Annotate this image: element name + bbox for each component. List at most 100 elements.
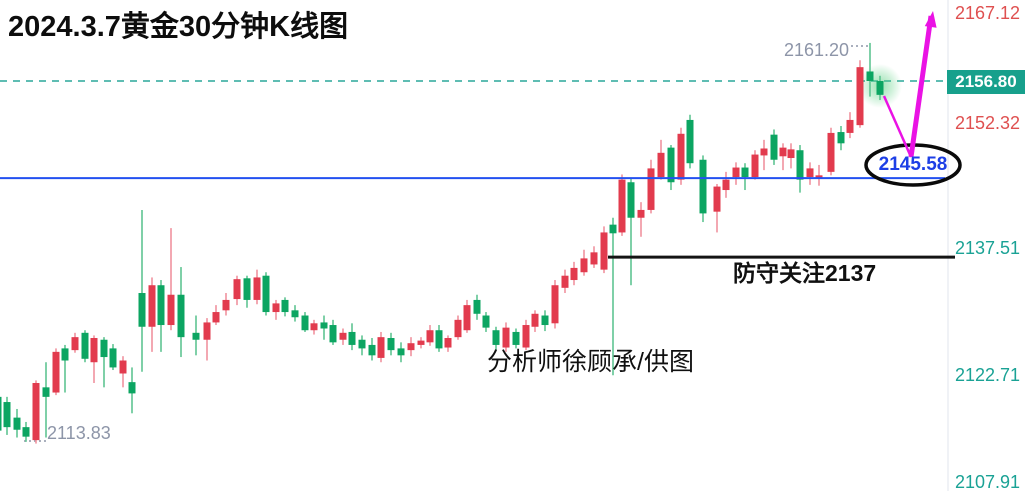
candle-bear	[13, 408, 21, 438]
candle-bull	[551, 280, 559, 329]
candle-bull	[339, 328, 347, 345]
candle-bull	[377, 331, 385, 363]
candle-bull	[148, 277, 156, 352]
candle-bear	[686, 114, 694, 169]
candle-bear	[262, 272, 270, 316]
candle-body	[837, 132, 845, 144]
candle-body	[71, 337, 79, 351]
price-axis-label: 2167.12	[955, 3, 1021, 23]
swing-low-label: 2113.83	[47, 423, 111, 443]
candle-bear	[243, 275, 251, 308]
candle-bull	[426, 325, 434, 346]
candle-body	[492, 330, 500, 345]
candle-bear	[358, 335, 366, 356]
candle-body	[426, 330, 434, 343]
candle-body	[397, 348, 405, 356]
candle-body	[473, 299, 481, 314]
candle-body	[358, 339, 366, 349]
candle-bull	[647, 159, 655, 214]
candle-bull	[253, 269, 261, 305]
candle-bull	[570, 261, 578, 286]
candle-body	[657, 152, 665, 178]
candle-bear	[42, 362, 50, 438]
candle-body	[751, 154, 759, 178]
candle-body	[52, 351, 60, 393]
candle-bear	[770, 129, 778, 165]
candle-body	[291, 310, 299, 318]
candle-bear	[387, 332, 395, 356]
candle-body	[243, 278, 251, 300]
candle-body	[109, 348, 117, 368]
candle-bear	[627, 177, 635, 286]
defense-note: 防守关注2137	[733, 260, 877, 286]
candle-body	[90, 338, 98, 363]
analyst-credit: 分析师徐顾承/供图	[487, 348, 694, 376]
candle-bear	[301, 312, 309, 332]
candle-body	[157, 285, 165, 326]
candle-bull	[119, 356, 127, 388]
candle-bull	[590, 246, 598, 268]
candle-bear	[876, 75, 884, 101]
candle-bear	[100, 337, 108, 388]
current-price-box: 2156.80	[947, 70, 1025, 94]
chart-title: 2024.3.7黄金30分钟K线图	[8, 11, 349, 43]
candle-body	[796, 150, 804, 180]
candle-bear	[128, 367, 136, 414]
candle-body	[551, 285, 559, 324]
candle-bull	[502, 322, 510, 352]
candle-body	[647, 168, 655, 210]
candle-body	[233, 279, 241, 300]
candle-bull	[32, 380, 40, 444]
candle-bear	[435, 325, 443, 352]
candle-body	[81, 332, 89, 359]
candle-body	[435, 330, 443, 349]
candle-body	[444, 338, 452, 348]
candle-body	[100, 339, 108, 358]
candle-body	[856, 67, 864, 126]
candle-bull	[787, 143, 795, 169]
candle-body	[609, 224, 617, 234]
candle-bull	[751, 150, 759, 180]
candle-body	[253, 277, 261, 300]
candle-body	[502, 327, 510, 348]
candle-body	[138, 293, 146, 327]
candle-body	[541, 315, 549, 326]
candle-body	[42, 387, 50, 397]
candle-bear	[348, 323, 356, 351]
candle-body	[787, 149, 795, 159]
candle-bear	[177, 267, 185, 358]
candle-bear	[609, 217, 617, 376]
candle-bear	[473, 294, 481, 320]
price-axis-label: 2122.71	[955, 365, 1021, 385]
candle-body	[580, 258, 588, 273]
candle-bull	[846, 112, 854, 139]
candle-body	[407, 343, 415, 351]
candle-bear	[22, 421, 30, 442]
candle-body	[770, 134, 778, 160]
candle-bear	[512, 328, 520, 349]
candle-body	[512, 331, 520, 345]
candle-bear	[138, 209, 146, 372]
candle-bear	[699, 155, 707, 223]
candle-bull	[815, 164, 823, 186]
candle-bull	[600, 226, 608, 274]
candle-body	[212, 312, 220, 323]
candle-body	[876, 81, 884, 95]
candle-body	[262, 275, 270, 313]
candle-body	[600, 232, 608, 270]
candle-bull	[760, 139, 768, 171]
candle-body	[570, 267, 578, 281]
candle-bear	[796, 145, 804, 193]
candle-bear	[492, 326, 500, 351]
candle-bull	[407, 337, 415, 357]
price-axis-label: 2152.32	[955, 113, 1021, 133]
candle-body	[866, 71, 874, 81]
candle-body	[732, 167, 740, 178]
candle-body	[686, 119, 694, 164]
candle-bull	[272, 299, 280, 320]
candle-bull	[71, 332, 79, 353]
candle-body	[119, 360, 127, 374]
candle-body	[618, 179, 626, 233]
candle-bear	[541, 310, 549, 332]
